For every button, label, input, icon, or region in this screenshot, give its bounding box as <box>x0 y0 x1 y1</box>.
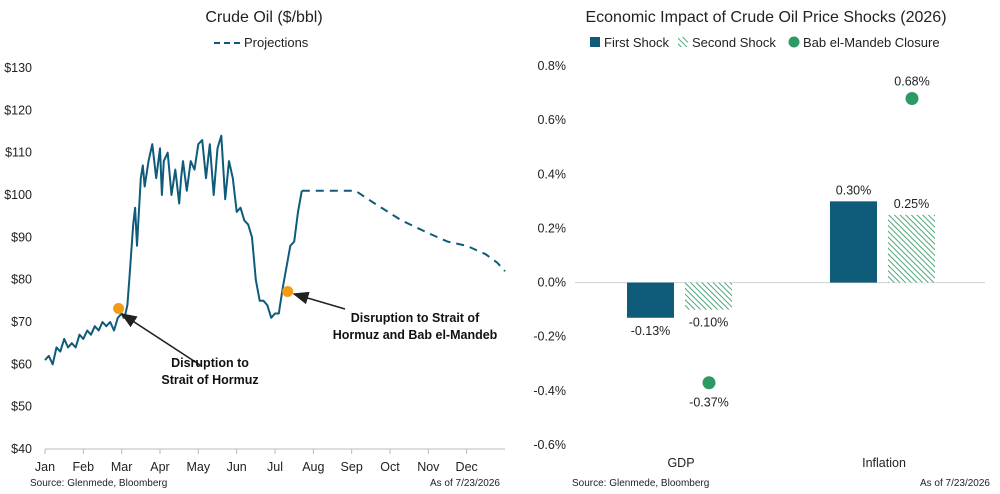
first-shock-value-label: 0.30% <box>836 183 871 197</box>
right-legend-label: Second Shock <box>692 35 776 50</box>
left-x-tick-label: Nov <box>417 460 440 474</box>
annotation-2-line-2: Hormuz and Bab el-Mandeb <box>333 328 498 342</box>
crude-oil-actual-line <box>44 134 303 366</box>
annotation-arrow-2 <box>292 291 346 310</box>
left-y-tick-label: $90 <box>11 230 32 244</box>
second-shock-value-label: 0.25% <box>894 197 929 211</box>
left-legend: Projections <box>214 35 309 50</box>
left-x-tick-label: Feb <box>73 460 95 474</box>
left-x-tick-label: Apr <box>150 460 169 474</box>
right-x-axis: GDP Inflation <box>667 456 905 470</box>
left-y-tick-label: $130 <box>4 61 32 75</box>
first-shock-value-label: -0.13% <box>631 324 671 338</box>
right-chart-title: Economic Impact of Crude Oil Price Shock… <box>585 9 946 26</box>
left-x-axis: Jan Feb Mar Apr May Jun Jul Aug Sep Oct Nov Dec <box>35 449 478 474</box>
right-y-tick-label: -0.6% <box>533 438 566 452</box>
left-y-tick-label: $60 <box>11 357 32 371</box>
right-y-axis: -0.6% -0.4% -0.2% 0.0% 0.2% 0.4% 0.6% 0.8% <box>533 59 566 452</box>
left-x-tick-label: Oct <box>380 460 400 474</box>
left-x-tick-label: Jul <box>267 460 283 474</box>
right-x-category-label: GDP <box>667 456 694 470</box>
right-source: Source: Glenmede, Bloomberg <box>572 478 709 489</box>
closure-value-label: -0.37% <box>689 396 729 410</box>
crude-oil-projection-line <box>301 189 506 272</box>
left-y-tick-label: $100 <box>4 188 32 202</box>
closure-value-label: 0.68% <box>894 74 929 88</box>
first-shock-legend-swatch <box>590 37 600 47</box>
right-legend-label: Bab el-Mandeb Closure <box>803 35 940 50</box>
left-x-tick-label: Aug <box>302 460 324 474</box>
right-y-tick-label: 0.4% <box>538 167 567 181</box>
right-y-tick-label: 0.8% <box>538 59 567 73</box>
second-shock-legend-swatch <box>678 37 688 47</box>
left-y-tick-label: $40 <box>11 442 32 456</box>
left-y-tick-label: $50 <box>11 400 32 414</box>
projection-legend-label: Projections <box>244 35 309 50</box>
right-y-tick-label: -0.4% <box>533 384 566 398</box>
left-chart-title: Crude Oil ($/bbl) <box>205 9 322 26</box>
left-x-tick-label: Mar <box>111 460 133 474</box>
second-shock-bar <box>888 214 935 283</box>
closure-point <box>905 91 919 105</box>
left-x-tick-label: Jun <box>227 460 247 474</box>
closure-point <box>702 376 716 390</box>
hormuz-disruption-marker <box>113 302 125 314</box>
right-as-of: As of 7/23/2026 <box>920 478 990 489</box>
right-y-tick-label: -0.2% <box>533 330 566 344</box>
second-shock-value-label: -0.10% <box>689 316 729 330</box>
right-x-category-label: Inflation <box>862 456 906 470</box>
left-as-of: As of 7/23/2026 <box>430 478 500 489</box>
annotation-1-line-1: Disruption to <box>171 356 249 370</box>
left-y-tick-label: $70 <box>11 315 32 329</box>
annotation-1-line-2: Strait of Hormuz <box>161 373 258 387</box>
left-y-axis: $40 $50 $60 $70 $80 $90 $100 $110 $120 $130 <box>4 61 32 456</box>
annotation-2-line-1: Disruption to Strait of <box>351 311 480 325</box>
first-shock-bar <box>830 201 877 283</box>
left-x-tick-label: Dec <box>456 460 478 474</box>
left-y-tick-label: $120 <box>4 103 32 117</box>
annotation-arrow-1 <box>120 313 201 366</box>
left-source: Source: Glenmede, Bloomberg <box>30 478 167 489</box>
right-y-tick-label: 0.0% <box>538 276 567 290</box>
right-legend: First Shock Second Shock Bab el-Mandeb Clo… <box>590 35 940 50</box>
left-x-tick-label: Sep <box>341 460 363 474</box>
left-x-tick-label: May <box>187 460 211 474</box>
right-y-tick-label: 0.6% <box>538 113 567 127</box>
left-y-tick-label: $110 <box>5 146 32 160</box>
first-shock-bar <box>627 282 674 318</box>
closure-legend-swatch <box>788 36 800 48</box>
bab-el-mandeb-disruption-marker <box>282 286 294 298</box>
second-shock-bar <box>685 282 732 310</box>
right-y-tick-label: 0.2% <box>538 221 567 235</box>
left-x-tick-label: Jan <box>35 460 55 474</box>
right-bars: -0.13% -0.10% -0.37% 0.30% 0.25% 0.68% <box>627 74 935 410</box>
right-legend-label: First Shock <box>604 35 670 50</box>
left-y-tick-label: $80 <box>11 273 32 287</box>
